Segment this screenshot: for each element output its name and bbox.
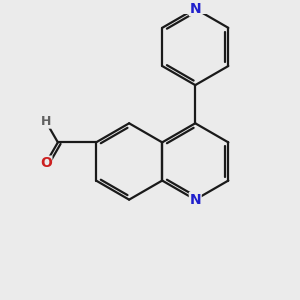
Text: N: N bbox=[189, 2, 201, 16]
Text: O: O bbox=[40, 156, 52, 170]
Text: N: N bbox=[189, 193, 201, 207]
Text: H: H bbox=[41, 115, 51, 128]
